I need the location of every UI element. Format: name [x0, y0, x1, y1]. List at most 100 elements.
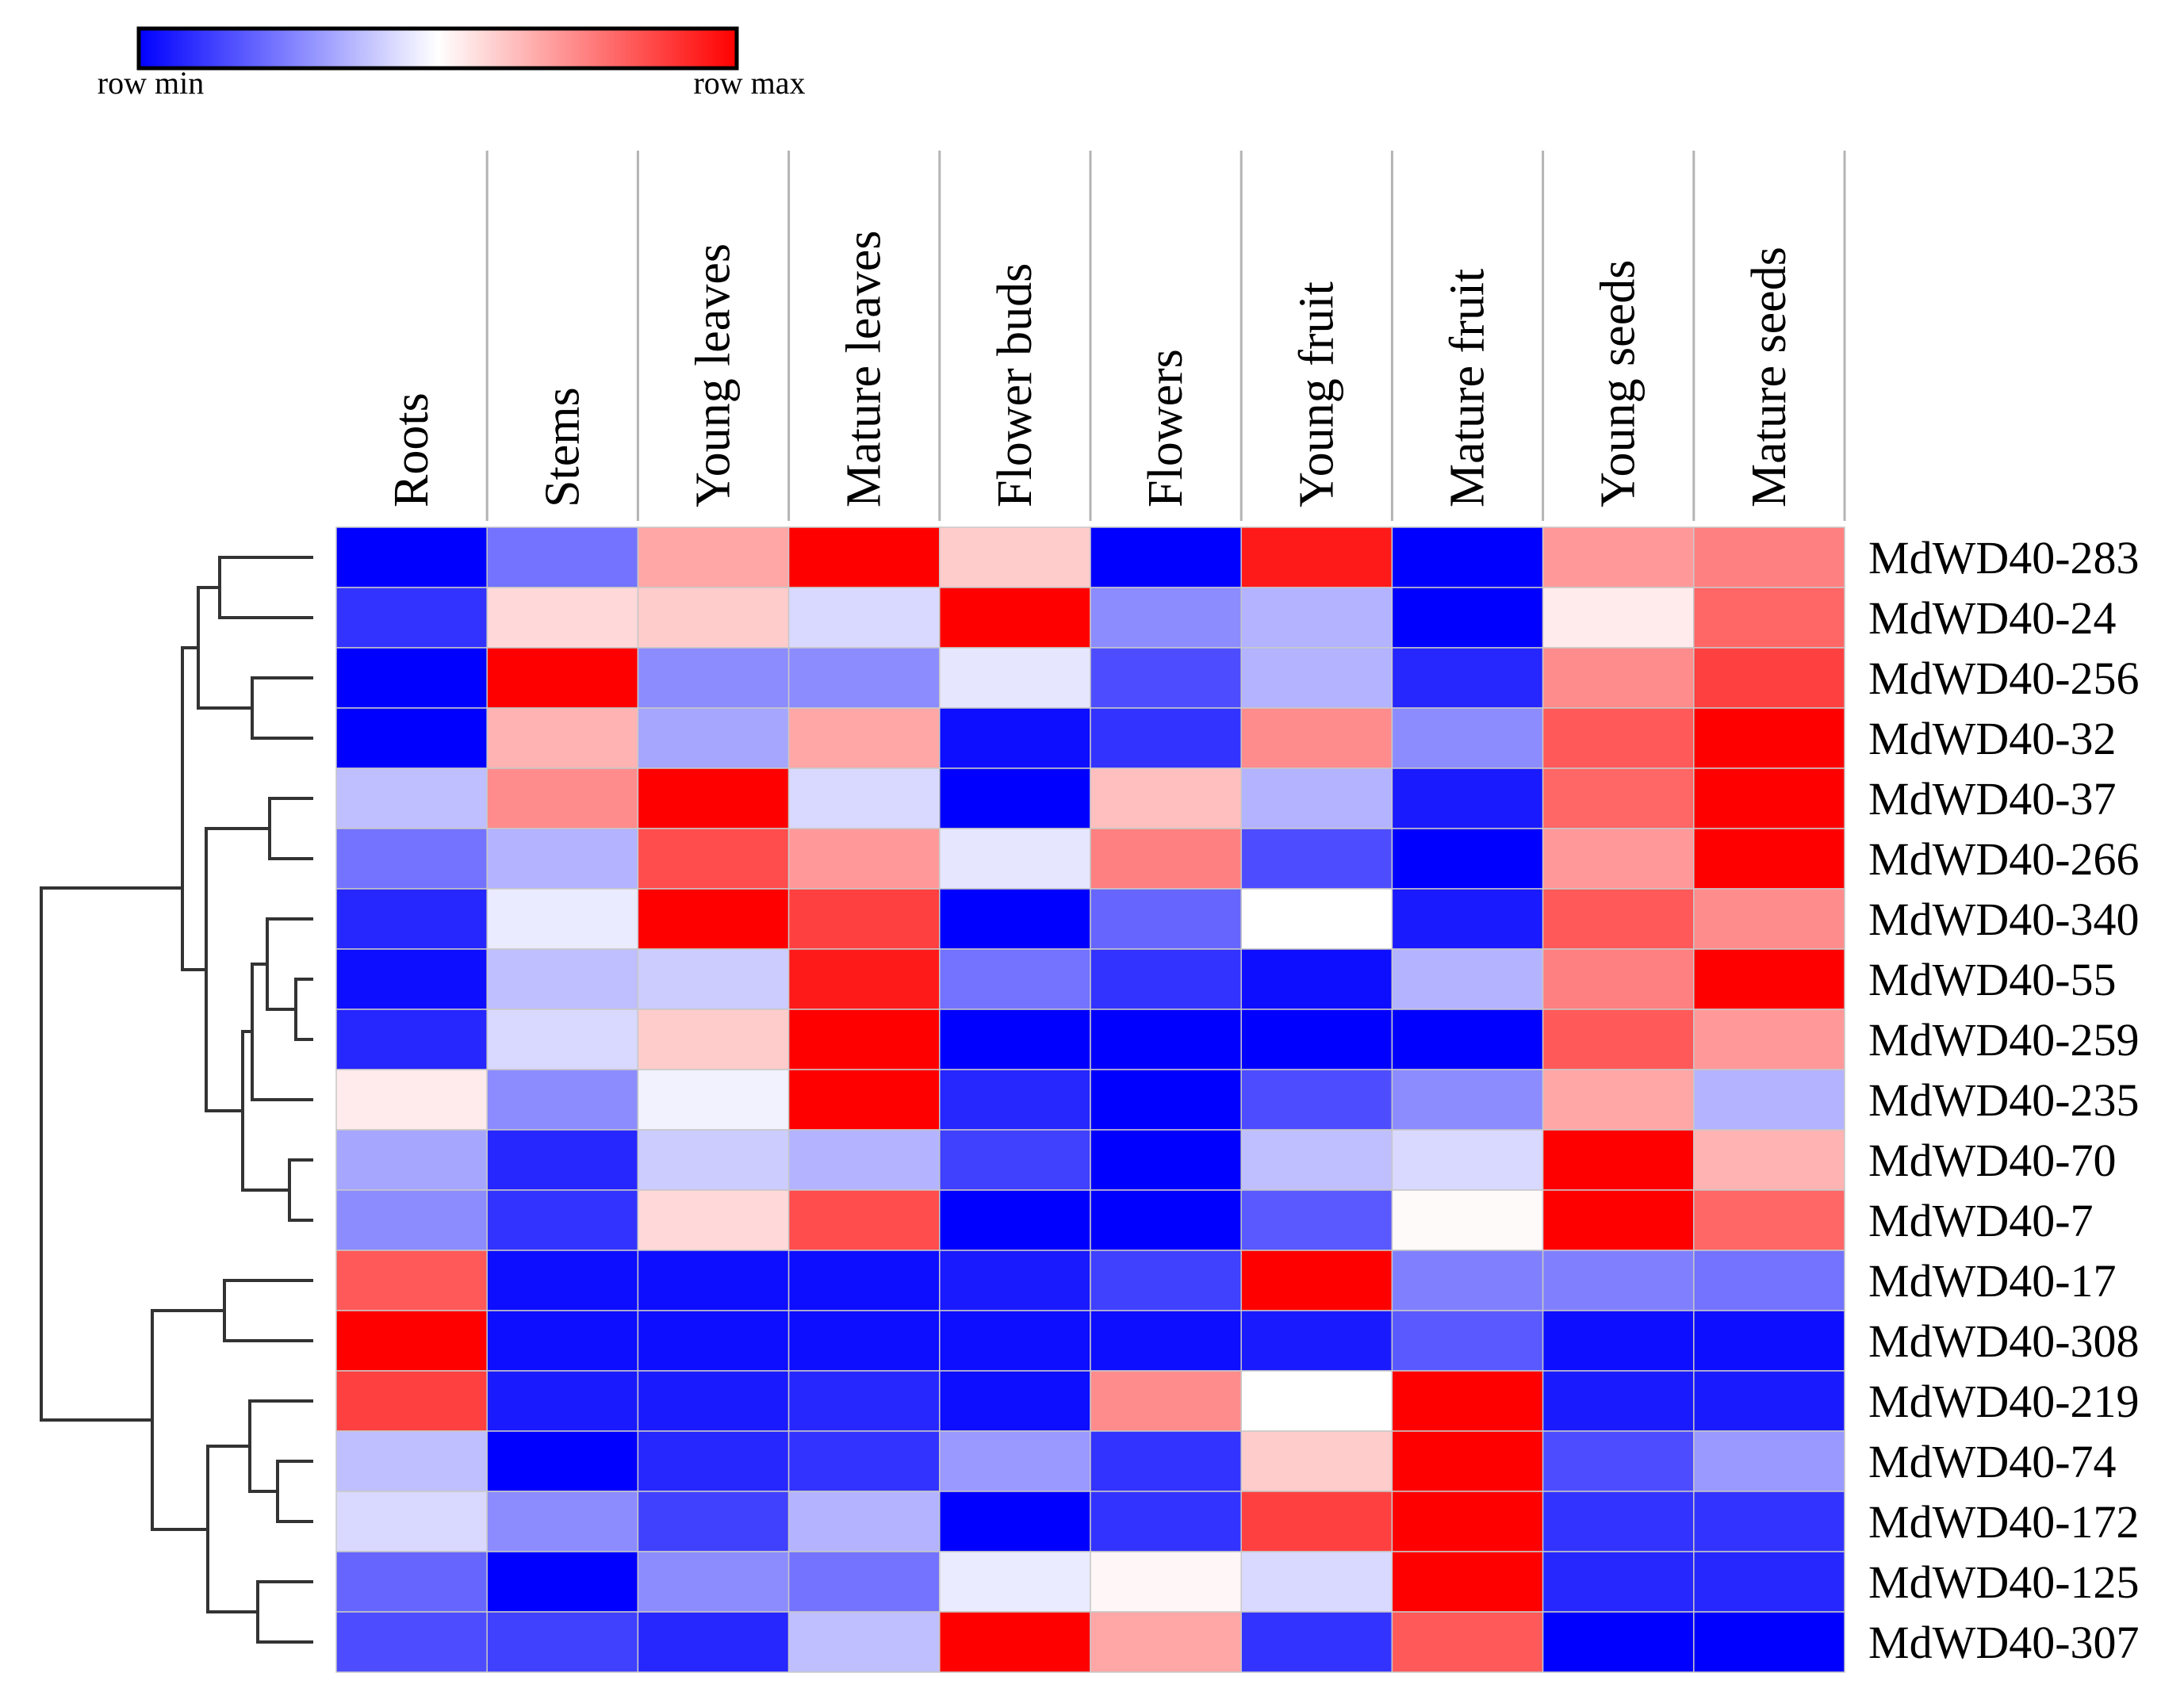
- column-label-flowers: Flowers: [1139, 349, 1193, 507]
- cell-mdwd40-235-mature-seeds: [1693, 1069, 1845, 1131]
- cell-mdwd40-340-roots: [335, 888, 488, 950]
- column-label-roots: Roots: [385, 392, 439, 507]
- cell-mdwd40-74-stems: [486, 1430, 639, 1492]
- cell-mdwd40-74-young-fruit: [1240, 1430, 1393, 1492]
- cell-mdwd40-235-young-leaves: [637, 1069, 790, 1131]
- cell-mdwd40-37-mature-fruit: [1391, 767, 1544, 829]
- column-label-flower-buds: Flower buds: [988, 263, 1042, 507]
- cell-mdwd40-266-mature-leaves: [787, 828, 941, 890]
- cell-mdwd40-256-mature-leaves: [787, 647, 941, 709]
- cell-mdwd40-283-stems: [486, 526, 639, 588]
- row-label-mdwd40-70: MdWD40-70: [1868, 1135, 2117, 1186]
- cell-mdwd40-340-stems: [486, 888, 639, 950]
- cell-mdwd40-7-young-leaves: [637, 1189, 790, 1251]
- column-label-mature-leaves: Mature leaves: [837, 231, 891, 507]
- cell-mdwd40-55-young-leaves: [637, 948, 790, 1010]
- cell-mdwd40-235-stems: [486, 1069, 639, 1131]
- dendrogram-link-lower-cluster: [151, 1309, 224, 1531]
- cell-mdwd40-17-young-seeds: [1542, 1250, 1695, 1311]
- cell-mdwd40-55-mature-seeds: [1693, 948, 1845, 1010]
- cell-mdwd40-235-young-fruit: [1240, 1069, 1393, 1131]
- dendrogram-link-125-307: [256, 1580, 313, 1644]
- row-label-mdwd40-17: MdWD40-17: [1868, 1255, 2117, 1307]
- row-label-mdwd40-24: MdWD40-24: [1868, 592, 2117, 644]
- cell-mdwd40-55-flowers: [1090, 948, 1242, 1010]
- cell-mdwd40-219-mature-fruit: [1391, 1370, 1544, 1432]
- cell-mdwd40-37-young-seeds: [1542, 767, 1695, 829]
- cell-mdwd40-256-mature-seeds: [1693, 647, 1845, 709]
- cell-mdwd40-32-flowers: [1090, 707, 1242, 769]
- cell-mdwd40-125-young-fruit: [1240, 1551, 1393, 1613]
- row-label-mdwd40-259: MdWD40-259: [1868, 1014, 2140, 1066]
- cell-mdwd40-24-mature-leaves: [787, 587, 941, 649]
- cell-mdwd40-283-mature-seeds: [1693, 526, 1845, 588]
- cell-mdwd40-24-flowers: [1090, 587, 1242, 649]
- cell-mdwd40-37-roots: [335, 767, 488, 829]
- cell-mdwd40-283-young-leaves: [637, 526, 790, 588]
- cell-mdwd40-259-mature-leaves: [787, 1009, 941, 1070]
- cell-mdwd40-7-mature-fruit: [1391, 1189, 1544, 1251]
- cell-mdwd40-55-young-seeds: [1542, 948, 1695, 1010]
- row-label-mdwd40-37: MdWD40-37: [1868, 773, 2117, 825]
- cell-mdwd40-70-mature-seeds: [1693, 1129, 1845, 1191]
- row-label-mdwd40-235: MdWD40-235: [1868, 1074, 2140, 1126]
- cell-mdwd40-219-stems: [486, 1370, 639, 1432]
- cell-mdwd40-70-young-seeds: [1542, 1129, 1695, 1191]
- cell-mdwd40-55-roots: [335, 948, 488, 1010]
- dendrogram-link-mid-cluster: [241, 1030, 289, 1192]
- cell-mdwd40-32-young-leaves: [637, 707, 790, 769]
- cell-mdwd40-307-roots: [335, 1611, 488, 1673]
- cell-mdwd40-24-flower-buds: [939, 587, 1091, 649]
- cell-mdwd40-37-young-leaves: [637, 767, 790, 829]
- column-label-young-leaves: Young leaves: [687, 243, 741, 507]
- legend-max-label: row max: [693, 65, 805, 101]
- cell-mdwd40-70-young-fruit: [1240, 1129, 1393, 1191]
- cell-mdwd40-7-young-fruit: [1240, 1189, 1393, 1251]
- dendrogram-link-70-7: [288, 1158, 313, 1222]
- cell-mdwd40-7-mature-leaves: [787, 1189, 941, 1251]
- cell-mdwd40-307-stems: [486, 1611, 639, 1673]
- cell-mdwd40-219-flowers: [1090, 1370, 1242, 1432]
- cell-mdwd40-74-young-leaves: [637, 1430, 790, 1492]
- cell-mdwd40-17-mature-fruit: [1391, 1250, 1544, 1311]
- dendrogram-link-37-266: [268, 797, 313, 860]
- dendrogram-link-mid-upper: [205, 827, 270, 1112]
- cell-mdwd40-259-young-seeds: [1542, 1009, 1695, 1070]
- cell-mdwd40-17-stems: [486, 1250, 639, 1311]
- cell-mdwd40-308-flowers: [1090, 1310, 1242, 1372]
- cell-mdwd40-32-mature-leaves: [787, 707, 941, 769]
- cell-mdwd40-70-young-leaves: [637, 1129, 790, 1191]
- row-label-mdwd40-307: MdWD40-307: [1868, 1617, 2140, 1668]
- cell-mdwd40-74-young-seeds: [1542, 1430, 1695, 1492]
- cell-mdwd40-235-mature-leaves: [787, 1069, 941, 1131]
- row-labels: MdWD40-283 MdWD40-24 MdWD40-256 MdWD40-32 Md…: [1868, 532, 2140, 1668]
- cell-mdwd40-266-mature-fruit: [1391, 828, 1544, 890]
- cell-mdwd40-24-mature-seeds: [1693, 587, 1845, 649]
- cell-mdwd40-235-flower-buds: [939, 1069, 1091, 1131]
- dendrogram-link-top-pair: [197, 586, 252, 710]
- cell-mdwd40-24-mature-fruit: [1391, 587, 1544, 649]
- cell-mdwd40-308-young-leaves: [637, 1310, 790, 1372]
- cell-mdwd40-307-mature-fruit: [1391, 1611, 1544, 1673]
- cell-mdwd40-256-flowers: [1090, 647, 1242, 709]
- row-label-mdwd40-125: MdWD40-125: [1868, 1556, 2140, 1608]
- cell-mdwd40-74-flowers: [1090, 1430, 1242, 1492]
- cell-mdwd40-55-young-fruit: [1240, 948, 1393, 1010]
- cell-mdwd40-125-flowers: [1090, 1551, 1242, 1613]
- cell-mdwd40-37-young-fruit: [1240, 767, 1393, 829]
- cell-mdwd40-55-mature-fruit: [1391, 948, 1544, 1010]
- cell-mdwd40-24-roots: [335, 587, 488, 649]
- cell-mdwd40-172-young-fruit: [1240, 1491, 1393, 1552]
- row-label-mdwd40-266: MdWD40-266: [1868, 833, 2140, 885]
- cell-mdwd40-266-roots: [335, 828, 488, 890]
- dendrogram-link-upper-cluster: [181, 646, 206, 971]
- cell-mdwd40-70-mature-leaves: [787, 1129, 941, 1191]
- cell-mdwd40-125-flower-buds: [939, 1551, 1091, 1613]
- cell-mdwd40-17-mature-seeds: [1693, 1250, 1845, 1311]
- cell-mdwd40-308-flower-buds: [939, 1310, 1091, 1372]
- cell-mdwd40-235-roots: [335, 1069, 488, 1131]
- cell-mdwd40-74-roots: [335, 1430, 488, 1492]
- cell-mdwd40-219-young-seeds: [1542, 1370, 1695, 1432]
- row-label-mdwd40-32: MdWD40-32: [1868, 713, 2117, 764]
